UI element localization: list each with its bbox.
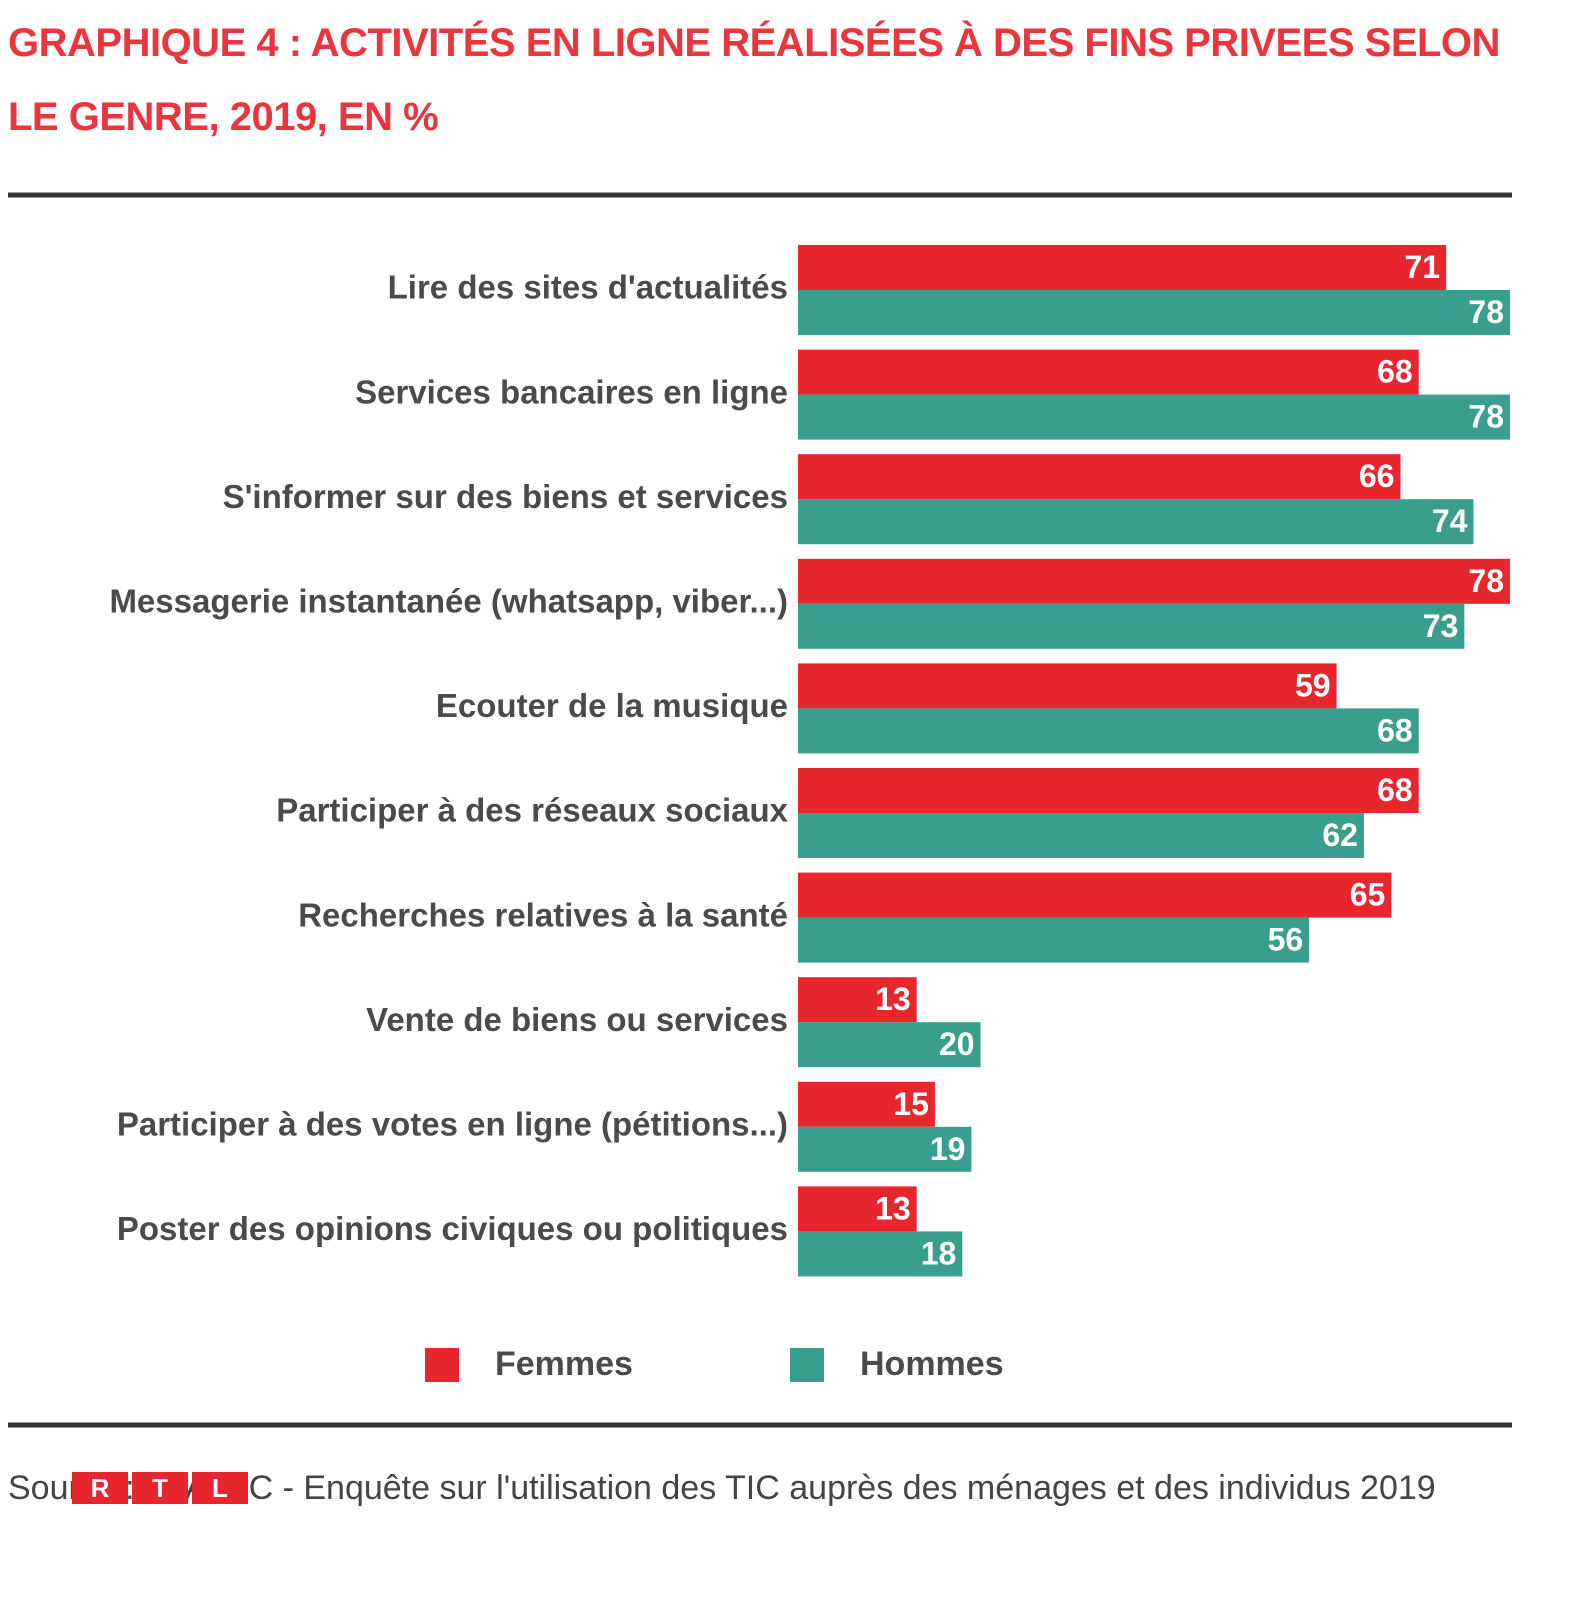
legend-swatch	[790, 1348, 824, 1382]
legend-swatch	[425, 1348, 459, 1382]
logo-letter: T	[132, 1472, 188, 1504]
bar	[798, 1186, 917, 1232]
value-label: 73	[1423, 608, 1459, 644]
value-label: 78	[1468, 563, 1504, 599]
logo-letter: R	[72, 1472, 128, 1504]
bar	[798, 454, 1401, 500]
category-label: Vente de biens ou services	[366, 1001, 788, 1038]
bar	[798, 1081, 935, 1127]
bar	[798, 349, 1419, 395]
bar	[798, 499, 1474, 545]
value-label: 59	[1295, 667, 1331, 703]
value-label: 56	[1268, 922, 1304, 958]
category-label: Poster des opinions civiques ou politiqu…	[117, 1210, 788, 1247]
bar	[798, 290, 1510, 335]
logo-letter: L	[192, 1472, 248, 1504]
category-label: Services bancaires en ligne	[355, 373, 788, 410]
category-label: Recherches relatives à la santé	[298, 896, 788, 933]
value-label: 68	[1377, 712, 1413, 748]
value-label: 68	[1377, 772, 1413, 808]
bar	[798, 917, 1310, 963]
bar	[798, 768, 1419, 813]
bar	[798, 813, 1364, 858]
value-label: 66	[1359, 458, 1395, 494]
value-label: 78	[1468, 294, 1504, 330]
value-label: 13	[875, 1190, 911, 1226]
bar	[798, 245, 1447, 290]
category-label: Participer à des votes en ligne (pétitio…	[117, 1106, 788, 1143]
bar	[798, 603, 1465, 649]
bar	[798, 1231, 963, 1277]
category-label: Lire des sites d'actualités	[388, 269, 788, 306]
value-label: 19	[930, 1131, 966, 1167]
category-label: Ecouter de la musique	[436, 687, 788, 724]
bar	[798, 872, 1392, 918]
value-label: 71	[1405, 249, 1441, 285]
value-label: 65	[1350, 877, 1386, 913]
legend-label: Femmes	[495, 1345, 633, 1383]
bar	[798, 663, 1337, 709]
value-label: 20	[939, 1026, 975, 1062]
category-label: S'informer sur des biens et services	[223, 478, 788, 515]
bar	[798, 394, 1510, 440]
category-label: Messagerie instantanée (whatsapp, viber.…	[109, 583, 788, 620]
category-label: Participer à des réseaux sociaux	[276, 792, 788, 829]
value-label: 74	[1432, 503, 1468, 539]
value-label: 62	[1322, 817, 1358, 853]
legend-label: Hommes	[860, 1345, 1004, 1383]
chart-title: GRAPHIQUE 4 : ACTIVITÉS EN LIGNE RÉALISÉ…	[8, 21, 1500, 139]
value-label: 18	[921, 1235, 957, 1271]
value-label: 13	[875, 981, 911, 1017]
bar	[798, 708, 1419, 754]
value-label: 68	[1377, 354, 1413, 390]
bar	[798, 1126, 972, 1172]
value-label: 15	[893, 1086, 929, 1122]
bar	[798, 558, 1510, 604]
bar	[798, 1022, 981, 1068]
value-label: 78	[1468, 399, 1504, 435]
bar	[798, 977, 917, 1023]
